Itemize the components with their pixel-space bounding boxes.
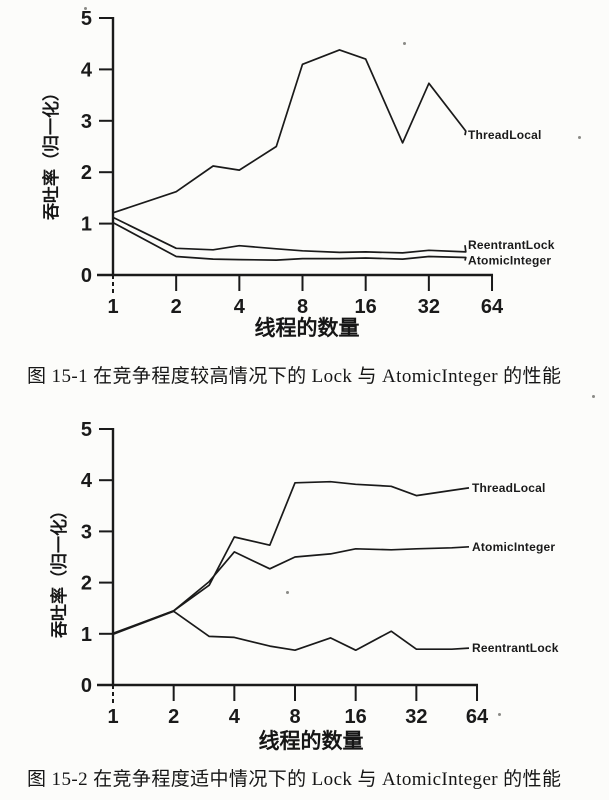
y-tick-label: 3: [81, 111, 92, 133]
x-tick-label: 64: [481, 296, 504, 318]
y-tick-label: 4: [81, 470, 93, 492]
y-tick-label: 0: [81, 675, 92, 697]
x-tick-label: 8: [297, 296, 308, 318]
series-label-ReentrantLock: ReentrantLock: [468, 238, 555, 252]
series-line-ThreadLocal: [112, 49, 467, 214]
scan-speck: [578, 136, 581, 139]
series-line-AtomicInteger: [112, 545, 470, 635]
x-axis-title: 线程的数量: [255, 316, 360, 340]
series-line-AtomicInteger: [112, 221, 467, 261]
x-axis-title: 线程的数量: [259, 729, 364, 753]
y-tick-label: 2: [81, 162, 92, 184]
scan-speck: [286, 591, 289, 594]
x-tick-label: 16: [355, 296, 377, 318]
series-label-ThreadLocal: ThreadLocal: [468, 128, 542, 142]
scan-speck: [84, 7, 87, 10]
scan-speck: [592, 395, 595, 398]
x-tick-label: 4: [229, 706, 241, 728]
series-label-AtomicInteger: AtomicInteger: [472, 540, 555, 554]
x-tick-label: 16: [345, 706, 367, 728]
x-tick-label: 2: [168, 706, 179, 728]
x-tick-label: 1: [107, 296, 118, 318]
scan-speck: [403, 42, 406, 45]
x-tick-label: 32: [405, 706, 427, 728]
x-tick-label: 2: [171, 296, 182, 318]
x-tick-label: 8: [289, 706, 300, 728]
y-tick-label: 0: [81, 265, 92, 287]
scan-speck: [498, 713, 501, 716]
y-tick-label: 5: [81, 8, 92, 30]
series-label-ThreadLocal: ThreadLocal: [472, 481, 546, 495]
y-axis-title: 吞吐率（归一化）: [49, 502, 69, 638]
y-tick-label: 2: [81, 573, 92, 595]
series-line-ReentrantLock: [112, 216, 467, 254]
series-label-ReentrantLock: ReentrantLock: [472, 641, 559, 655]
y-tick-label: 4: [81, 59, 93, 81]
y-axis-title: 吞吐率（归一化）: [41, 84, 61, 220]
figure-15-2-caption: 图 15-2 在竞争程度适中情况下的 Lock 与 AtomicInteger …: [27, 769, 562, 790]
x-tick-label: 64: [466, 706, 489, 728]
x-tick-label: 4: [234, 296, 246, 318]
x-tick-label: 1: [107, 706, 118, 728]
y-tick-label: 1: [81, 624, 92, 646]
x-tick-label: 32: [418, 296, 440, 318]
y-tick-label: 3: [81, 521, 92, 543]
series-label-AtomicInteger: AtomicInteger: [468, 254, 551, 268]
figure-15-1-caption: 图 15-1 在竞争程度较高情况下的 Lock 与 AtomicInteger …: [27, 366, 562, 387]
series-line-ThreadLocal: [112, 480, 470, 635]
y-tick-label: 1: [81, 214, 92, 236]
series-line-ReentrantLock: [112, 610, 470, 652]
y-tick-label: 5: [81, 419, 92, 441]
